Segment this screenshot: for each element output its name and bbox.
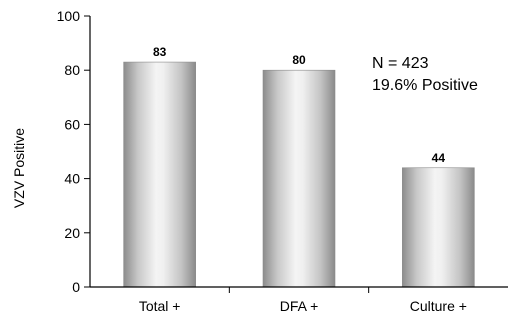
bar (123, 61, 196, 288)
y-tick-label: 20 (64, 225, 80, 241)
x-tick-label: DFA + (280, 298, 319, 314)
y-tick-label: 100 (57, 8, 81, 24)
x-tick-label: Total + (139, 298, 181, 314)
y-tick-label: 0 (72, 279, 80, 295)
y-tick-label: 80 (64, 62, 80, 78)
data-label: 80 (292, 53, 306, 67)
annotation-positive: 19.6% Positive (372, 77, 478, 94)
bar (402, 167, 475, 288)
data-label: 44 (432, 151, 446, 165)
y-tick-label: 40 (64, 171, 80, 187)
bar (262, 69, 336, 288)
y-axis-ticks: 0 20 40 60 80 100 (57, 8, 90, 295)
x-axis-ticks: Total + DFA + Culture + (139, 287, 467, 314)
axes (89, 16, 508, 288)
x-tick-label: Culture + (410, 298, 467, 314)
data-label: 83 (153, 45, 167, 59)
y-tick-label: 60 (64, 116, 80, 132)
y-axis-title: VZV Positive (11, 128, 27, 208)
bars: 83 80 44 (123, 45, 475, 288)
annotation-n: N = 423 (372, 55, 429, 72)
